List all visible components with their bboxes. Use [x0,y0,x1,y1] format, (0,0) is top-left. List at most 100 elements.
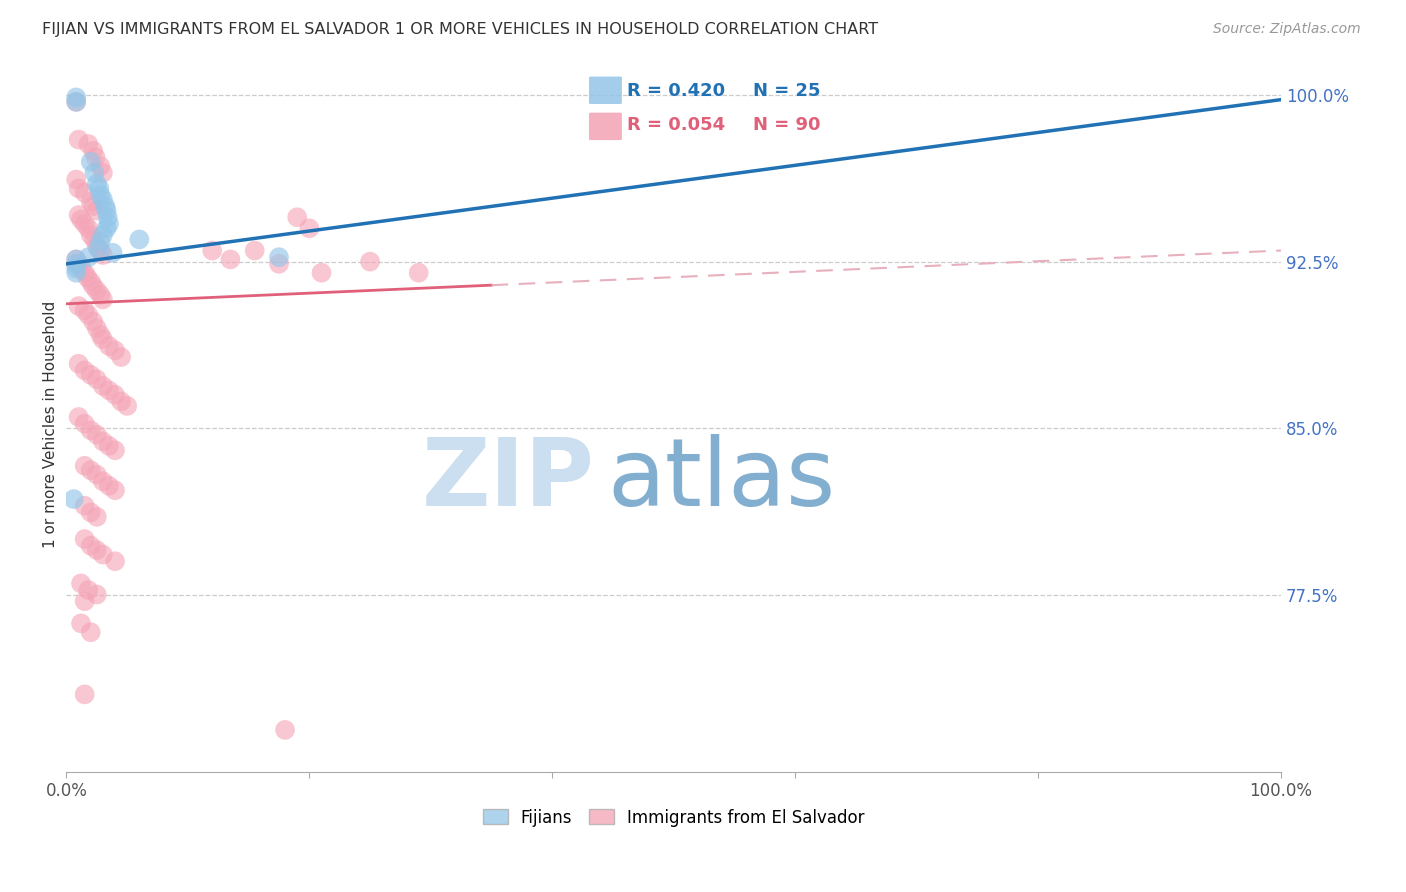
Point [82,144,104,158]
Point [86,239,108,253]
Point [89,181,111,195]
Point [97,479,120,493]
Point [84,150,107,164]
Point [73,266,96,280]
Point [128,232,150,246]
Point [104,343,127,358]
Point [80,463,103,477]
Point [267,250,290,264]
Point [67,132,90,146]
Point [73,532,96,546]
Point [115,399,138,413]
Point [77,250,100,264]
Point [80,194,103,209]
Text: ZIP: ZIP [422,434,595,526]
Point [91,434,114,449]
Point [65,90,87,104]
Point [274,723,297,737]
Point [408,266,430,280]
Point [201,244,224,258]
Point [65,95,87,109]
Point [89,288,111,302]
Point [73,303,96,318]
Point [359,254,381,268]
Point [91,166,114,180]
Point [91,227,114,242]
Point [70,576,93,591]
Point [219,252,242,267]
Point [96,221,118,235]
Point [77,221,100,235]
Point [67,208,90,222]
Point [80,368,103,382]
Point [104,554,127,568]
Point [80,505,103,519]
Point [77,136,100,151]
Point [110,350,132,364]
Point [80,625,103,640]
Point [73,186,96,200]
Point [87,241,110,255]
Point [91,379,114,393]
Point [91,293,114,307]
Point [89,235,111,249]
Point [65,172,87,186]
Point [96,203,118,218]
Text: Source: ZipAtlas.com: Source: ZipAtlas.com [1213,22,1361,37]
Point [89,188,111,202]
Point [77,308,100,322]
Point [70,616,93,631]
Point [97,384,120,398]
Point [67,181,90,195]
Point [86,203,108,218]
Point [70,212,93,227]
Point [65,257,87,271]
Point [73,417,96,431]
Point [97,211,120,225]
Point [82,314,104,328]
Legend: Fijians, Immigrants from El Salvador: Fijians, Immigrants from El Salvador [475,802,872,833]
Point [86,467,108,482]
Point [86,177,108,191]
Point [80,539,103,553]
Point [104,483,127,498]
Point [101,245,124,260]
Point [89,327,111,342]
Point [83,166,105,180]
Point [65,252,87,267]
Point [110,394,132,409]
Text: N = 25: N = 25 [754,82,821,100]
Point [86,427,108,442]
Point [298,221,321,235]
Point [80,275,103,289]
Point [311,266,333,280]
Point [77,583,100,598]
Point [104,388,127,402]
Y-axis label: 1 or more Vehicles in Household: 1 or more Vehicles in Household [44,301,58,549]
Point [80,423,103,437]
Point [73,458,96,473]
Point [104,443,127,458]
Text: FIJIAN VS IMMIGRANTS FROM EL SALVADOR 1 OR MORE VEHICLES IN HOUSEHOLD CORRELATIO: FIJIAN VS IMMIGRANTS FROM EL SALVADOR 1 … [42,22,879,37]
Point [86,372,108,386]
Point [80,154,103,169]
Point [97,439,120,453]
Point [73,217,96,231]
Point [65,261,87,276]
Point [73,687,96,701]
Point [91,248,114,262]
FancyBboxPatch shape [589,112,621,140]
Text: N = 90: N = 90 [754,116,821,134]
Point [91,193,114,207]
Point [86,509,108,524]
Point [67,299,90,313]
Point [97,339,120,353]
Point [80,227,103,242]
Point [86,321,108,335]
Text: R = 0.420: R = 0.420 [627,82,725,100]
Point [70,261,93,276]
Point [285,211,308,225]
Point [89,244,111,258]
Point [67,257,90,271]
Point [76,270,98,285]
